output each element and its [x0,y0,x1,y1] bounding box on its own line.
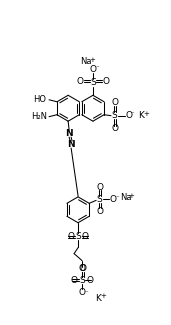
Text: O: O [87,276,94,285]
Text: S: S [111,111,117,120]
Text: O: O [78,264,86,273]
Text: ⁻: ⁻ [84,291,88,296]
Text: O: O [71,276,78,285]
Text: ⁻: ⁻ [115,195,119,202]
Text: S: S [96,195,102,204]
Text: S: S [79,276,85,285]
Text: S: S [75,232,81,241]
Text: O: O [97,207,104,216]
Text: S: S [90,78,96,87]
Text: O: O [111,124,119,133]
Text: O: O [89,65,96,74]
Text: O: O [111,98,119,107]
Text: +: + [143,111,149,117]
Text: O: O [125,111,132,120]
Text: O: O [78,288,86,297]
Text: O: O [68,232,75,241]
Text: N: N [65,129,73,137]
Text: HO: HO [34,95,47,104]
Text: ⁻: ⁻ [131,112,135,118]
Text: H₂N: H₂N [31,112,47,121]
Text: N: N [67,139,75,149]
Text: Na: Na [80,57,92,66]
Text: O: O [77,77,84,86]
Text: +: + [100,293,106,299]
Text: O: O [110,195,116,204]
Text: +: + [128,193,134,199]
Text: ⁻: ⁻ [95,65,99,72]
Text: O: O [102,77,109,86]
Text: Na: Na [120,193,132,202]
Text: +: + [89,58,95,63]
Text: K: K [138,111,144,120]
Text: O: O [82,232,89,241]
Text: K: K [95,294,101,303]
Text: O: O [80,264,87,273]
Text: O: O [97,183,104,192]
